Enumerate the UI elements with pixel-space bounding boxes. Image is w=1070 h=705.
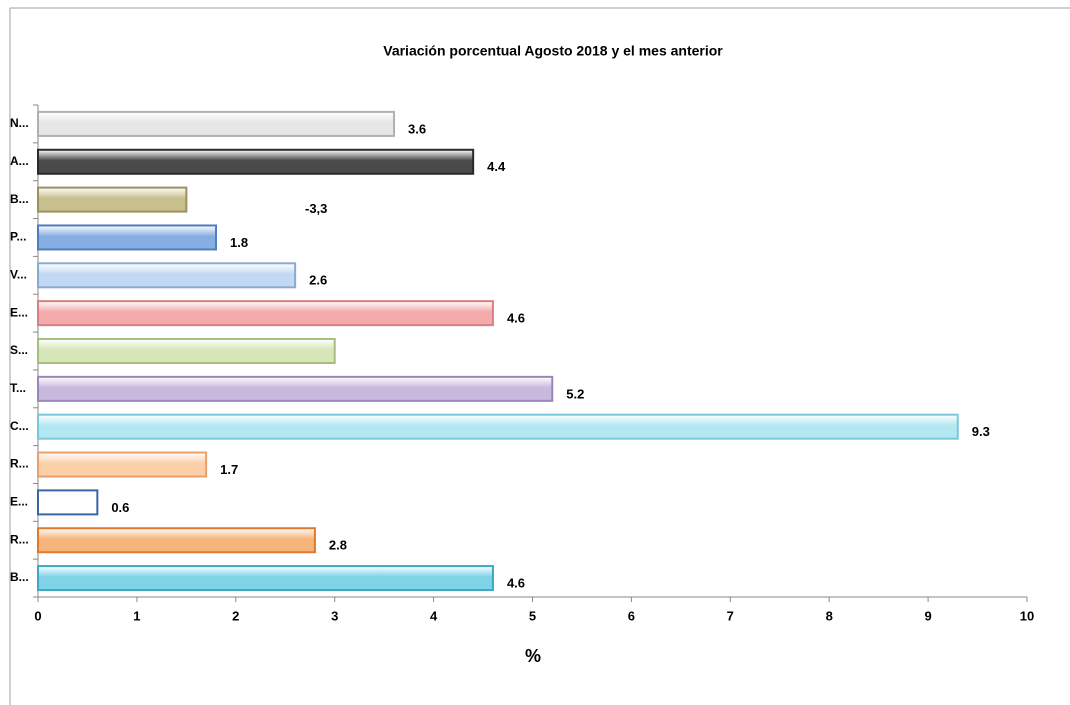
bar	[37, 451, 208, 478]
y-tick-label: V...	[10, 267, 27, 281]
value-label: 1.7	[220, 462, 238, 477]
x-tick-label: 1	[133, 608, 140, 623]
bar	[37, 186, 188, 213]
bar	[37, 300, 494, 327]
y-tick-label: S...	[10, 343, 28, 357]
y-tick-label: C...	[10, 419, 29, 433]
x-tick-label: 4	[430, 608, 438, 623]
bar	[37, 413, 959, 440]
y-tick-label: R...	[10, 532, 29, 546]
y-tick-label: B...	[10, 192, 29, 206]
bar	[37, 224, 218, 251]
bar	[37, 489, 99, 516]
value-label: 4.4	[487, 159, 506, 174]
bar	[37, 110, 396, 137]
value-label: 9.3	[972, 424, 990, 439]
value-label: 0.6	[111, 500, 129, 515]
x-tick-label: 5	[529, 608, 536, 623]
value-label: 2.6	[309, 273, 327, 288]
bar	[37, 565, 494, 592]
value-label: 5.2	[566, 386, 584, 401]
x-tick-label: 2	[232, 608, 239, 623]
x-tick-label: 3	[331, 608, 338, 623]
value-label: 4.6	[507, 576, 525, 591]
value-label: 3.6	[408, 121, 426, 136]
bar	[37, 338, 336, 364]
y-tick-label: E...	[10, 495, 28, 509]
x-axis-label: %	[525, 646, 541, 666]
x-tick-label: 6	[628, 608, 635, 623]
y-tick-label: T...	[10, 381, 26, 395]
bar	[37, 527, 316, 554]
x-tick-label: 10	[1020, 608, 1034, 623]
y-tick-label: R...	[10, 457, 29, 471]
x-tick-label: 8	[826, 608, 833, 623]
x-tick-label: 7	[727, 608, 734, 623]
x-tick-label: 0	[34, 608, 41, 623]
bar	[37, 262, 297, 289]
annotation: -3,3	[305, 201, 327, 216]
y-tick-label: A...	[10, 154, 29, 168]
y-tick-label: N...	[10, 116, 29, 130]
y-tick-label: B...	[10, 570, 29, 584]
value-label: 4.6	[507, 311, 525, 326]
bar	[37, 148, 475, 175]
bar	[37, 375, 554, 402]
x-tick-label: 9	[924, 608, 931, 623]
value-label: 2.8	[329, 538, 347, 553]
y-tick-label: E...	[10, 305, 28, 319]
value-label: 1.8	[230, 235, 248, 250]
y-tick-label: P...	[10, 230, 26, 244]
chart-title: Variación porcentual Agosto 2018 y el me…	[383, 43, 723, 59]
